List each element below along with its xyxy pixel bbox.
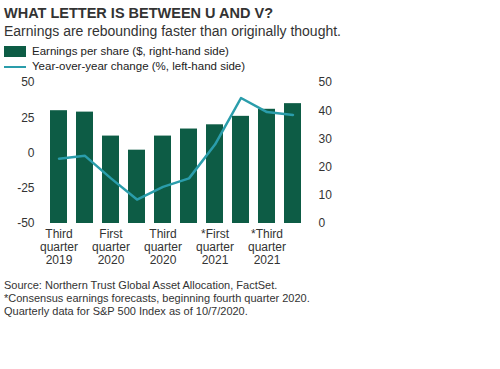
svg-text:10: 10 xyxy=(319,188,333,202)
svg-text:50: 50 xyxy=(319,75,333,89)
svg-text:0: 0 xyxy=(28,146,35,160)
html-text:Earnings per share ($, right-h: Earnings per share ($, right-hand side) xyxy=(32,45,229,57)
svg-text:20: 20 xyxy=(319,160,333,174)
svg-text:50: 50 xyxy=(21,75,35,89)
svg-text:30: 30 xyxy=(319,132,333,146)
html-text:Year-over-year change (%, left: Year-over-year change (%, left-hand side… xyxy=(32,60,246,72)
svg-text:40: 40 xyxy=(319,104,333,118)
svg-text:Firstquarter2020: Firstquarter2020 xyxy=(92,227,130,266)
svg-text:Thirdquarter2020: Thirdquarter2020 xyxy=(144,227,182,266)
svg-text:*Thirdquarter2021: *Thirdquarter2021 xyxy=(248,227,286,266)
html-text:WHAT LETTER IS BETWEEN U AND V: WHAT LETTER IS BETWEEN U AND V? xyxy=(4,5,273,21)
svg-text:Thirdquarter2019: Thirdquarter2019 xyxy=(40,227,78,266)
svg-text:0: 0 xyxy=(319,216,326,230)
svg-text:-50: -50 xyxy=(17,216,35,230)
svg-text:25: 25 xyxy=(21,111,35,125)
html-text:Source: Northern Trust Global: Source: Northern Trust Global Asset Allo… xyxy=(4,279,310,317)
html-text:Earnings are rebounding faster: Earnings are rebounding faster than orig… xyxy=(4,23,341,39)
svg-text:-25: -25 xyxy=(17,181,35,195)
svg-text:*Firstquarter2021: *Firstquarter2021 xyxy=(196,227,234,266)
